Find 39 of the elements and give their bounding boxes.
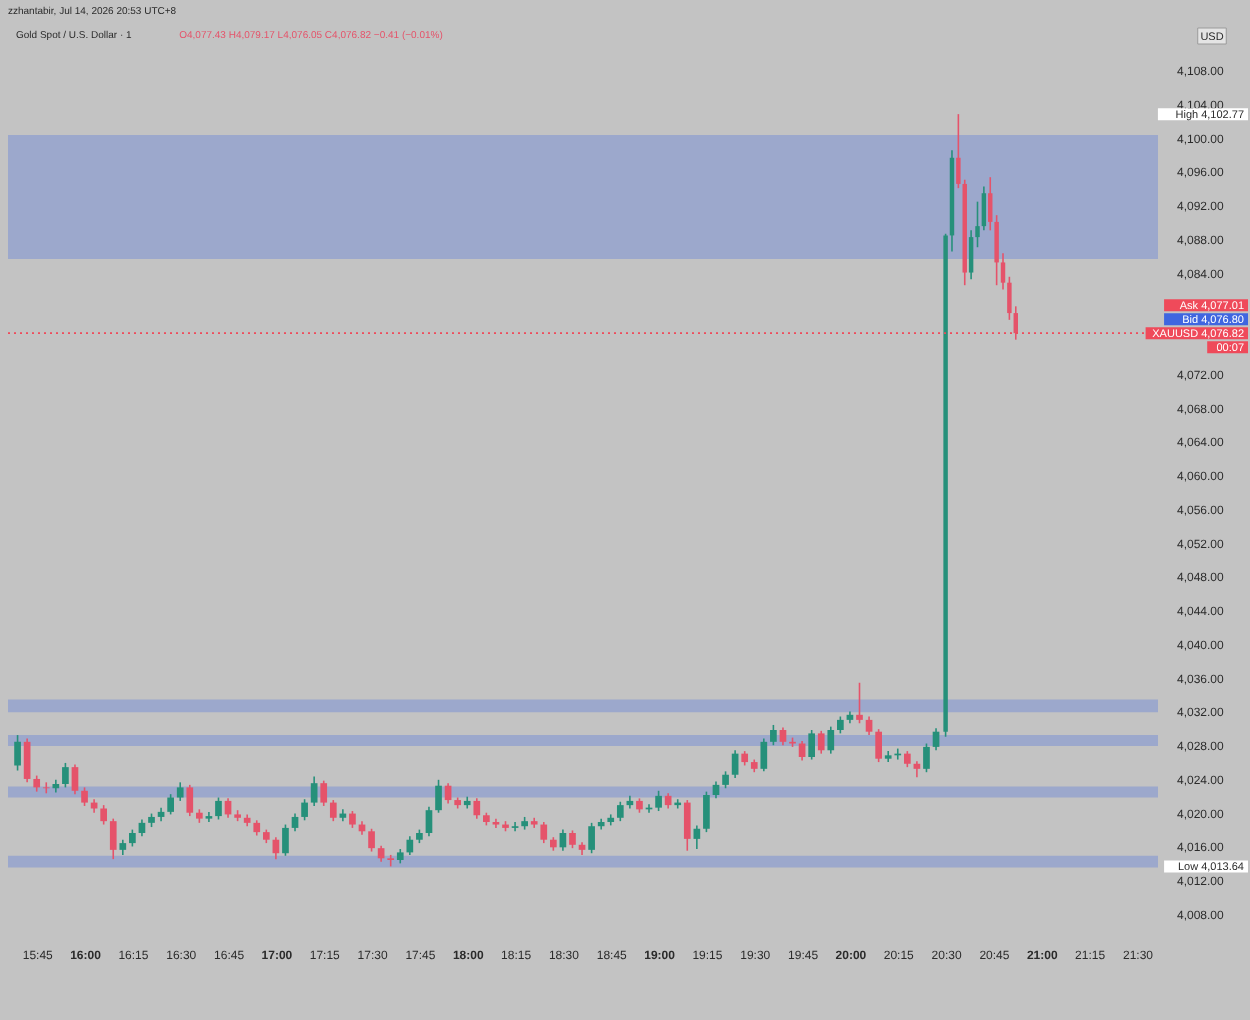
candlestick <box>817 730 825 755</box>
candlestick <box>923 742 930 774</box>
candlestick <box>588 822 595 855</box>
candlestick <box>109 817 117 860</box>
candlestick <box>329 799 337 822</box>
candlestick <box>368 827 375 853</box>
candlestick <box>100 804 108 826</box>
candlestick <box>827 725 835 755</box>
candlestick <box>760 737 768 773</box>
candlestick <box>875 728 882 763</box>
candlestick <box>81 786 88 807</box>
candlestick <box>301 798 308 822</box>
candlestick <box>320 779 328 807</box>
candlestick <box>282 823 289 857</box>
candlestick <box>511 821 519 833</box>
candlestick <box>616 800 624 822</box>
candlestick <box>808 729 816 761</box>
candlestick <box>186 784 194 817</box>
candlestick <box>62 762 69 789</box>
candlestick <box>215 796 222 821</box>
candlestick <box>71 763 79 795</box>
candlestick <box>865 715 873 736</box>
candlestick <box>42 781 50 795</box>
candlestick <box>981 185 987 232</box>
candlestick <box>14 734 21 772</box>
candlestick <box>683 799 691 852</box>
candlestick <box>770 724 777 746</box>
candlestick <box>540 821 548 844</box>
candlestick <box>406 835 414 856</box>
candlestick <box>425 806 433 838</box>
candlestick <box>703 790 710 833</box>
candlestick <box>968 229 974 281</box>
candlestick <box>435 779 442 814</box>
candlestick <box>167 793 174 816</box>
candlestick <box>473 797 481 820</box>
candlestick <box>655 789 662 812</box>
candlestick <box>310 775 318 807</box>
candlestick <box>856 681 863 725</box>
candlestick <box>176 781 184 802</box>
